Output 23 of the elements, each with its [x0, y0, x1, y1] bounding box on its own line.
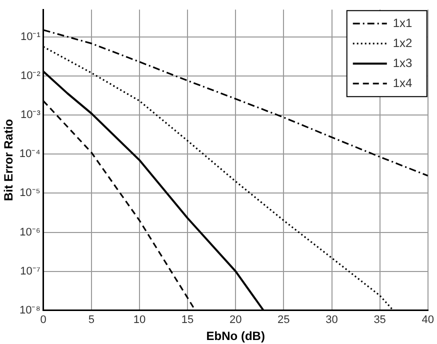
y-tick-label: 10⁻⁷	[20, 265, 40, 278]
y-tick-label: 10⁻¹	[20, 30, 41, 43]
x-tick-label: 0	[40, 314, 46, 326]
legend-label: 1x2	[392, 36, 413, 50]
x-tick-label: 25	[278, 314, 290, 326]
y-axis-title: Bit Error Ratio	[2, 118, 16, 202]
y-tick-label: 10⁻³	[20, 109, 41, 122]
legend-label: 1x3	[392, 56, 413, 70]
x-tick-label: 10	[133, 314, 146, 326]
y-tick-label: 10⁻⁶	[20, 226, 40, 238]
x-tick-label: 20	[229, 314, 242, 326]
x-axis-title: EbNo (dB)	[206, 329, 265, 344]
y-tick-label: 10⁻⁵	[20, 187, 40, 200]
y-tick-label: 10⁻²	[20, 70, 41, 82]
x-tick-label: 15	[181, 314, 194, 326]
legend-label: 1x4	[392, 76, 413, 90]
y-tick-label: 10⁻⁸	[19, 304, 40, 316]
x-tick-label: 30	[326, 314, 338, 326]
x-tick-label: 35	[374, 314, 386, 326]
x-tick-label: 40	[422, 314, 434, 326]
x-tick-label: 5	[88, 314, 94, 326]
y-tick-label: 10⁻⁴	[19, 148, 41, 160]
legend-label: 1x1	[392, 16, 413, 30]
